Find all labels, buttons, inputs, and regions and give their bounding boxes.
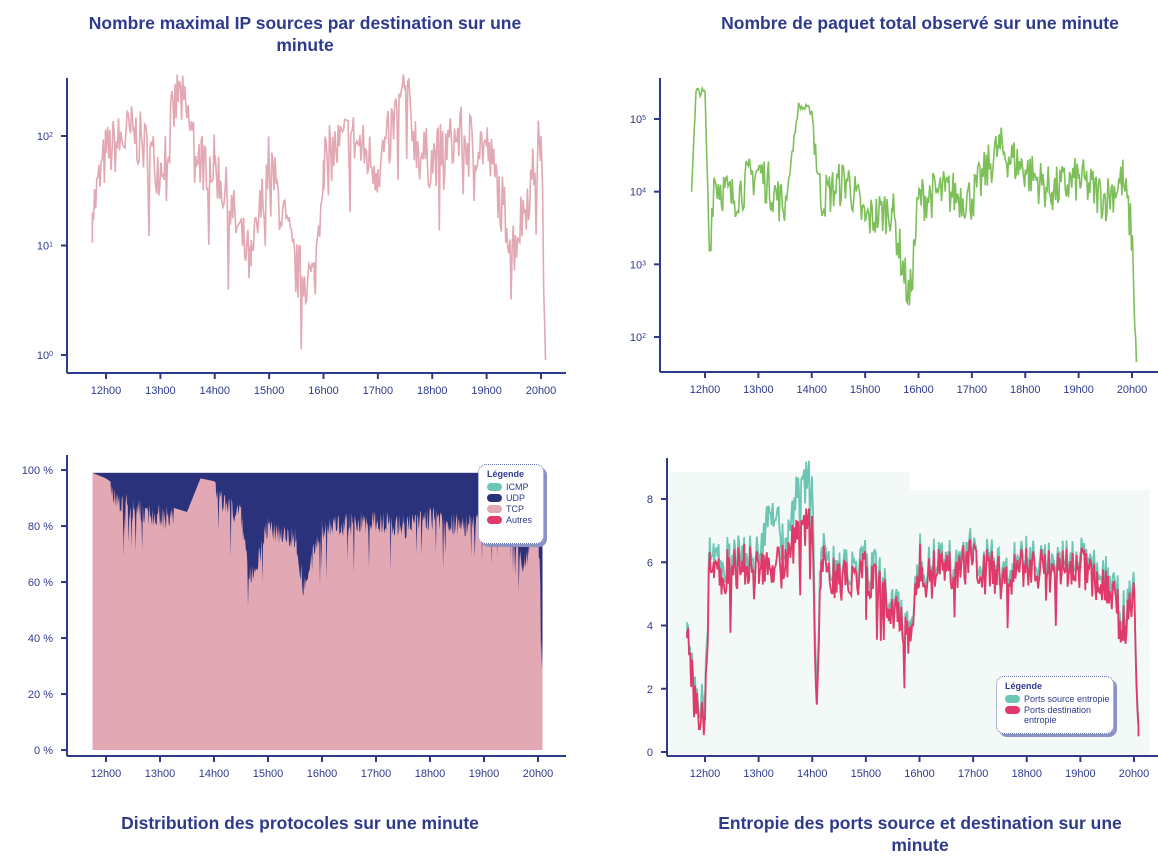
y-tick-label: 104 bbox=[630, 187, 646, 199]
x-tick-label: 19h00 bbox=[471, 385, 502, 397]
x-tick-label: 17h00 bbox=[957, 384, 988, 396]
chart-title-protocol-distribution: Distribution des protocoles sur une minu… bbox=[121, 813, 479, 833]
legend-item-tcp: TCP bbox=[487, 504, 543, 514]
y-tick-label: 80 % bbox=[28, 521, 53, 533]
legend-label-udp: UDP bbox=[506, 493, 526, 503]
x-tick-label: 16h00 bbox=[308, 385, 339, 397]
x-tick-label: 13h00 bbox=[743, 384, 774, 396]
legend-label-icmp: ICMP bbox=[506, 482, 529, 492]
series-line-dest-entropy bbox=[686, 508, 1140, 737]
y-tick-label: 20 % bbox=[28, 689, 53, 701]
x-tick-label: 12h00 bbox=[690, 384, 721, 396]
legend-item-source-entropy: Ports source entropie bbox=[1005, 694, 1113, 704]
legend-item-autres: Autres bbox=[487, 515, 543, 525]
x-tick-label: 17h00 bbox=[958, 768, 989, 780]
y-tick-label: 102 bbox=[37, 131, 53, 143]
legend-protocols: Légende ICMP UDP TCP Autres bbox=[478, 464, 544, 544]
x-tick-label: 14h00 bbox=[796, 384, 827, 396]
x-tick-label: 20h00 bbox=[523, 768, 554, 780]
x-tick-label: 14h00 bbox=[199, 768, 230, 780]
swatch-udp bbox=[487, 494, 502, 502]
x-tick-label: 15h00 bbox=[851, 768, 882, 780]
x-tick-label: 18h00 bbox=[1011, 768, 1042, 780]
legend-label-tcp: TCP bbox=[506, 504, 524, 514]
x-tick-label: 18h00 bbox=[1010, 384, 1041, 396]
y-tick-label: 4 bbox=[647, 621, 653, 633]
series-line-max-ip bbox=[91, 74, 547, 361]
chart-title-port-entropy: Entropie des ports source et destination… bbox=[718, 813, 1122, 855]
x-tick-label: 20h00 bbox=[526, 385, 557, 397]
x-tick-label: 16h00 bbox=[903, 384, 934, 396]
x-tick-label: 15h00 bbox=[253, 768, 284, 780]
y-tick-label: 40 % bbox=[28, 633, 53, 645]
swatch-dest-entropy bbox=[1005, 706, 1020, 714]
x-tick-label: 20h00 bbox=[1117, 384, 1148, 396]
y-tick-label: 0 bbox=[647, 747, 653, 759]
swatch-icmp bbox=[487, 483, 502, 491]
x-tick-label: 13h00 bbox=[743, 768, 774, 780]
legend-label-dest-entropy: Ports destination entropie bbox=[1024, 705, 1092, 725]
x-tick-label: 14h00 bbox=[199, 385, 230, 397]
swatch-autres bbox=[487, 516, 502, 524]
y-tick-label: 103 bbox=[630, 259, 646, 271]
swatch-tcp bbox=[487, 505, 502, 513]
x-tick-label: 18h00 bbox=[415, 768, 446, 780]
legend-item-dest-entropy: Ports destination entropie bbox=[1005, 705, 1113, 725]
legend-label-autres: Autres bbox=[506, 515, 533, 525]
legend-title: Légende bbox=[487, 469, 525, 479]
x-tick-label: 18h00 bbox=[417, 385, 448, 397]
x-tick-label: 19h00 bbox=[469, 768, 500, 780]
y-tick-label: 105 bbox=[630, 114, 646, 126]
x-tick-label: 13h00 bbox=[145, 385, 176, 397]
y-tick-label: 100 % bbox=[22, 465, 53, 477]
x-tick-label: 20h00 bbox=[1119, 768, 1150, 780]
y-tick-label: 2 bbox=[647, 684, 653, 696]
swatch-source-entropy bbox=[1005, 695, 1020, 703]
y-tick-label: 60 % bbox=[28, 577, 53, 589]
y-tick-label: 6 bbox=[647, 557, 653, 569]
area-tcp bbox=[92, 472, 543, 750]
legend-item-udp: UDP bbox=[487, 493, 543, 503]
x-tick-label: 15h00 bbox=[254, 385, 285, 397]
x-tick-label: 15h00 bbox=[850, 384, 881, 396]
x-tick-label: 13h00 bbox=[145, 768, 176, 780]
x-tick-label: 16h00 bbox=[307, 768, 338, 780]
y-tick-label: 100 bbox=[37, 350, 53, 362]
x-tick-label: 12h00 bbox=[91, 768, 122, 780]
x-tick-label: 17h00 bbox=[361, 768, 392, 780]
x-tick-label: 17h00 bbox=[363, 385, 394, 397]
x-tick-label: 19h00 bbox=[1063, 384, 1094, 396]
legend-title: Légende bbox=[1005, 681, 1043, 691]
y-tick-label: 102 bbox=[630, 332, 646, 344]
chart-title-total-packets: Nombre de paquet total observé sur une m… bbox=[721, 13, 1119, 33]
y-tick-label: 0 % bbox=[34, 745, 53, 757]
legend-label-source-entropy: Ports source entropie bbox=[1024, 694, 1110, 704]
chart-title-max-ip-sources: Nombre maximal IP sources par destinatio… bbox=[88, 13, 522, 55]
y-tick-label: 101 bbox=[37, 241, 53, 253]
legend-entropy: Légende Ports source entropie Ports dest… bbox=[996, 676, 1114, 734]
y-tick-label: 8 bbox=[647, 494, 653, 506]
x-tick-label: 14h00 bbox=[797, 768, 828, 780]
x-tick-label: 12h00 bbox=[91, 385, 122, 397]
x-tick-label: 16h00 bbox=[904, 768, 935, 780]
x-tick-label: 19h00 bbox=[1065, 768, 1096, 780]
series-line-packets bbox=[690, 85, 1138, 363]
x-tick-label: 12h00 bbox=[690, 768, 721, 780]
legend-item-icmp: ICMP bbox=[487, 482, 543, 492]
